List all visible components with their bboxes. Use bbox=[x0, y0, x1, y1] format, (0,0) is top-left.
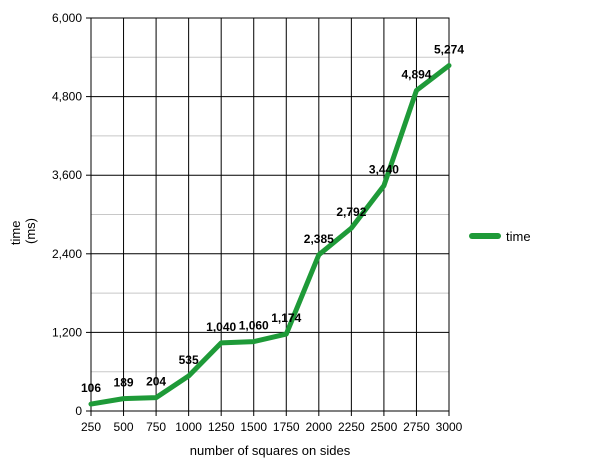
y-tick-label: 1,200 bbox=[52, 325, 82, 339]
x-tick-label: 1250 bbox=[208, 420, 235, 434]
data-label: 1,040 bbox=[206, 320, 236, 334]
x-tick-label: 750 bbox=[146, 420, 166, 434]
y-tick-label: 3,600 bbox=[52, 168, 82, 182]
data-label: 2,385 bbox=[304, 232, 334, 246]
data-label: 189 bbox=[114, 376, 134, 390]
x-tick-label: 500 bbox=[114, 420, 134, 434]
axes bbox=[86, 17, 450, 416]
legend-label: time bbox=[506, 229, 531, 244]
x-tick-label: 3000 bbox=[436, 420, 463, 434]
y-tick-label: 6,000 bbox=[52, 11, 82, 25]
y-tick-label: 4,800 bbox=[52, 90, 82, 104]
x-axis-title: number of squares on sides bbox=[190, 443, 351, 458]
x-tick-label: 1500 bbox=[240, 420, 267, 434]
data-label: 3,440 bbox=[369, 163, 399, 177]
series-layer bbox=[88, 63, 452, 407]
x-tick-label: 250 bbox=[81, 420, 101, 434]
y-tick-label: 0 bbox=[75, 404, 82, 418]
x-tick-label: 2250 bbox=[338, 420, 365, 434]
y-axis-title: time (ms) bbox=[8, 217, 38, 245]
data-label: 2,792 bbox=[336, 205, 366, 219]
data-label: 5,274 bbox=[434, 43, 464, 57]
data-label: 4,894 bbox=[401, 67, 431, 81]
x-tick-label: 1000 bbox=[175, 420, 202, 434]
data-label: 1,174 bbox=[271, 311, 301, 325]
x-tick-label: 2500 bbox=[371, 420, 398, 434]
tick-labels: 0 1,200 2,400 3,600 4,800 6,000 250 500 750 1000 1… bbox=[52, 11, 463, 434]
x-tick-label: 2750 bbox=[403, 420, 430, 434]
legend: time bbox=[469, 229, 531, 244]
grid bbox=[90, 17, 450, 412]
y-axis-title-line-2: (ms) bbox=[23, 218, 38, 244]
y-tick-label: 2,400 bbox=[52, 247, 82, 261]
data-label: 106 bbox=[81, 381, 101, 395]
x-tick-label: 2000 bbox=[305, 420, 332, 434]
x-tick-label: 1750 bbox=[273, 420, 300, 434]
y-axis-title-line-1: time bbox=[8, 221, 23, 246]
data-label: 535 bbox=[179, 353, 199, 367]
series-line-time bbox=[88, 63, 452, 407]
data-label: 204 bbox=[146, 375, 166, 389]
plot-area-border bbox=[90, 17, 450, 412]
data-label: 1,060 bbox=[239, 319, 269, 333]
